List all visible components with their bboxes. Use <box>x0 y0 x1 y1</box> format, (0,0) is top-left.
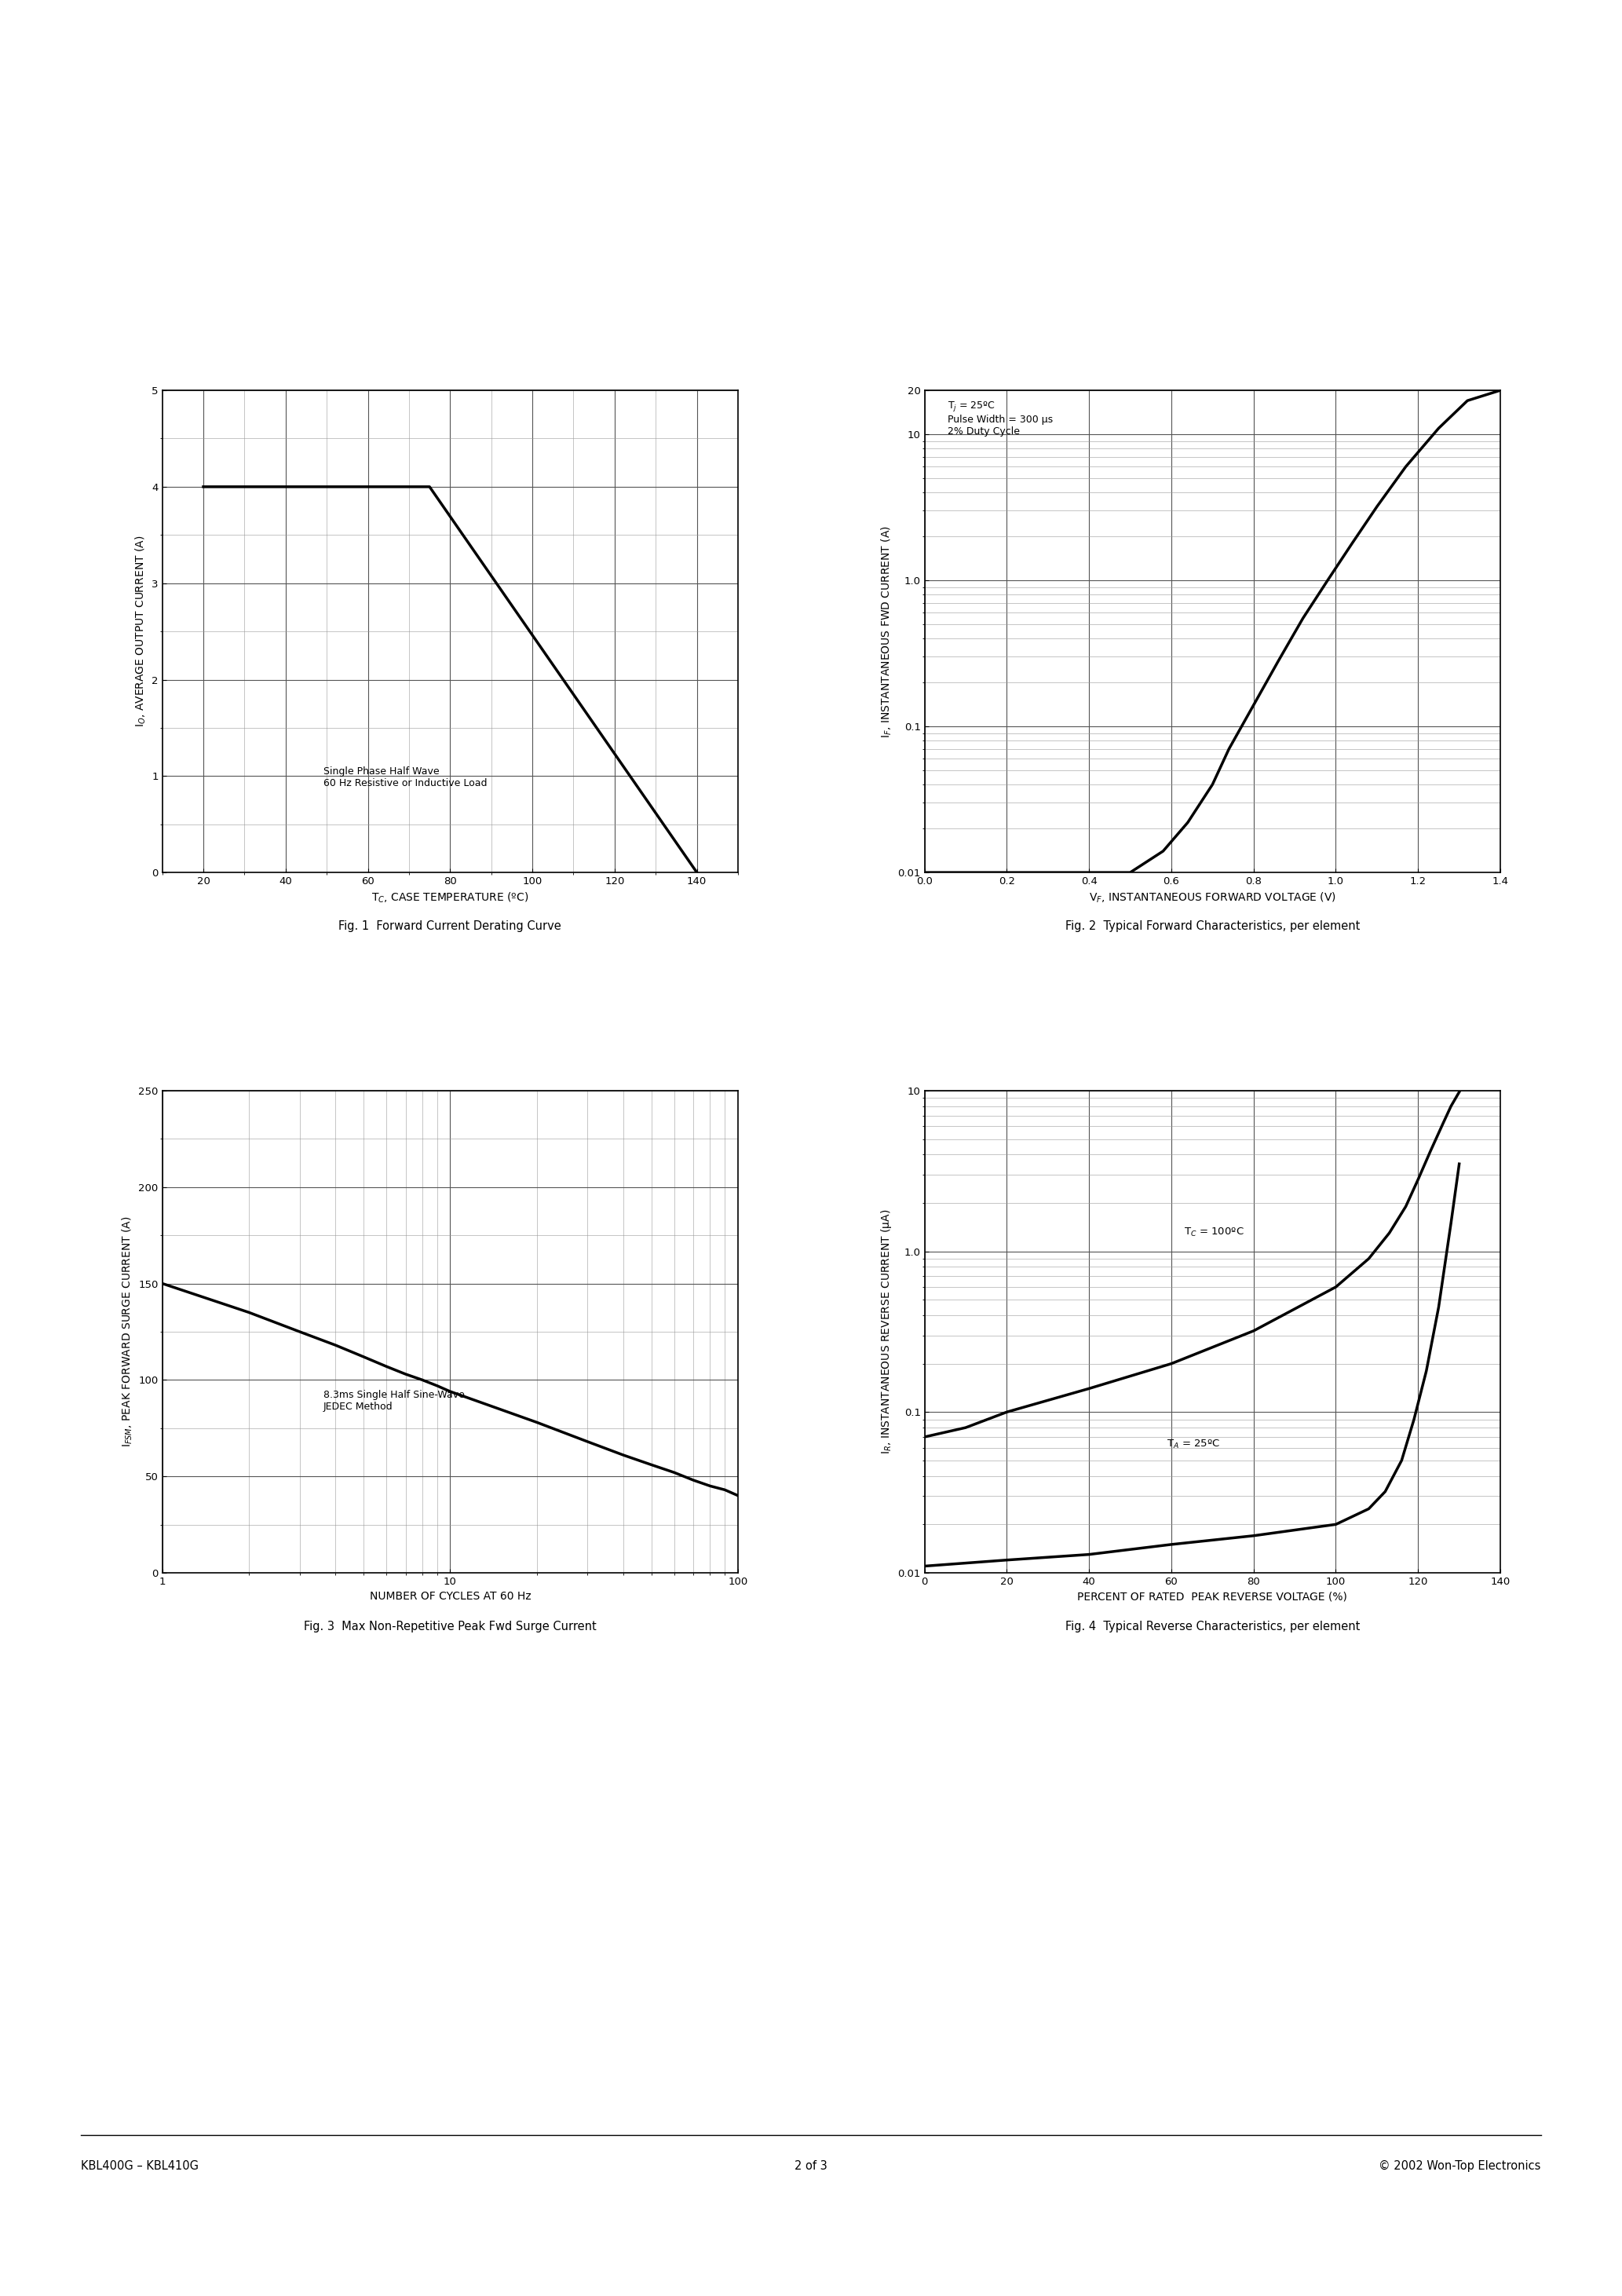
Text: T$_j$ = 25ºC
Pulse Width = 300 μs
2% Duty Cycle: T$_j$ = 25ºC Pulse Width = 300 μs 2% Dut… <box>947 400 1053 436</box>
Y-axis label: I$_F$, INSTANTANEOUS FWD CURRENT (A): I$_F$, INSTANTANEOUS FWD CURRENT (A) <box>879 526 894 737</box>
Text: T$_C$ = 100ºC: T$_C$ = 100ºC <box>1184 1226 1244 1238</box>
X-axis label: T$_C$, CASE TEMPERATURE (ºC): T$_C$, CASE TEMPERATURE (ºC) <box>371 891 529 905</box>
Text: Fig. 3  Max Non-Repetitive Peak Fwd Surge Current: Fig. 3 Max Non-Repetitive Peak Fwd Surge… <box>303 1621 597 1632</box>
Text: © 2002 Won-Top Electronics: © 2002 Won-Top Electronics <box>1379 2161 1541 2172</box>
X-axis label: V$_F$, INSTANTANEOUS FORWARD VOLTAGE (V): V$_F$, INSTANTANEOUS FORWARD VOLTAGE (V) <box>1088 891 1337 905</box>
Text: 8.3ms Single Half Sine-Wave
JEDEC Method: 8.3ms Single Half Sine-Wave JEDEC Method <box>323 1389 464 1412</box>
Text: Fig. 4  Typical Reverse Characteristics, per element: Fig. 4 Typical Reverse Characteristics, … <box>1066 1621 1359 1632</box>
Y-axis label: I$_R$, INSTANTANEOUS REVERSE CURRENT (μA): I$_R$, INSTANTANEOUS REVERSE CURRENT (μA… <box>879 1210 894 1453</box>
X-axis label: NUMBER OF CYCLES AT 60 Hz: NUMBER OF CYCLES AT 60 Hz <box>370 1591 530 1603</box>
Text: Fig. 1  Forward Current Derating Curve: Fig. 1 Forward Current Derating Curve <box>339 921 561 932</box>
Text: 2 of 3: 2 of 3 <box>795 2161 827 2172</box>
Y-axis label: I$_{FSM}$, PEAK FORWARD SURGE CURRENT (A): I$_{FSM}$, PEAK FORWARD SURGE CURRENT (A… <box>120 1217 135 1446</box>
Text: Single Phase Half Wave
60 Hz Resistive or Inductive Load: Single Phase Half Wave 60 Hz Resistive o… <box>323 767 487 788</box>
Text: T$_A$ = 25ºC: T$_A$ = 25ºC <box>1166 1440 1220 1451</box>
Text: KBL400G – KBL410G: KBL400G – KBL410G <box>81 2161 200 2172</box>
X-axis label: PERCENT OF RATED  PEAK REVERSE VOLTAGE (%): PERCENT OF RATED PEAK REVERSE VOLTAGE (%… <box>1077 1591 1348 1603</box>
Text: Fig. 2  Typical Forward Characteristics, per element: Fig. 2 Typical Forward Characteristics, … <box>1066 921 1359 932</box>
Y-axis label: I$_O$, AVERAGE OUTPUT CURRENT (A): I$_O$, AVERAGE OUTPUT CURRENT (A) <box>133 535 148 728</box>
